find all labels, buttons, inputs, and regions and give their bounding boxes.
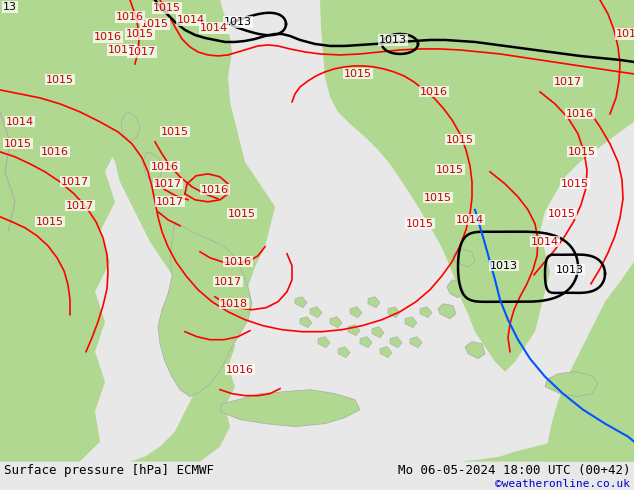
Text: 1014: 1014 (531, 237, 559, 247)
Text: 1017: 1017 (108, 45, 136, 55)
Text: 1016: 1016 (224, 257, 252, 267)
Text: 1017: 1017 (214, 277, 242, 287)
Text: 1017: 1017 (554, 77, 582, 87)
Text: 1015: 1015 (161, 127, 189, 137)
Polygon shape (320, 0, 634, 371)
Polygon shape (453, 249, 475, 267)
Text: 1015: 1015 (446, 135, 474, 145)
Text: 1016: 1016 (201, 185, 229, 195)
Polygon shape (447, 280, 464, 298)
Text: 1016: 1016 (151, 162, 179, 172)
Text: 1013: 1013 (490, 261, 518, 271)
Text: 1016: 1016 (41, 147, 69, 157)
Polygon shape (390, 337, 402, 348)
Polygon shape (438, 304, 456, 318)
Text: 1015: 1015 (141, 19, 169, 29)
Text: 1015: 1015 (126, 29, 154, 39)
Text: 1014: 1014 (177, 15, 205, 25)
Polygon shape (360, 337, 372, 348)
Text: 1017: 1017 (154, 179, 182, 189)
Text: 1017: 1017 (128, 47, 156, 57)
Polygon shape (372, 327, 384, 338)
Polygon shape (348, 325, 360, 336)
Polygon shape (295, 297, 307, 308)
Text: 1014: 1014 (6, 117, 34, 127)
Text: 1017: 1017 (61, 177, 89, 187)
Polygon shape (440, 412, 634, 462)
Polygon shape (310, 307, 322, 318)
Text: 1015: 1015 (568, 147, 596, 157)
Text: 13: 13 (3, 2, 17, 12)
Text: 1016: 1016 (420, 87, 448, 97)
Polygon shape (545, 371, 598, 396)
Polygon shape (338, 347, 350, 358)
Text: 1016: 1016 (226, 365, 254, 375)
Text: 1015: 1015 (153, 3, 181, 13)
Polygon shape (405, 317, 417, 328)
Polygon shape (0, 0, 275, 462)
Text: 1013: 1013 (224, 17, 252, 27)
Polygon shape (388, 307, 400, 318)
Text: 1013: 1013 (556, 265, 584, 275)
Text: 1015: 1015 (228, 209, 256, 219)
Text: 1016: 1016 (116, 12, 144, 22)
Polygon shape (0, 0, 130, 462)
Text: 1015: 1015 (548, 209, 576, 219)
Text: 1015: 1015 (436, 165, 464, 175)
Text: 1017: 1017 (66, 201, 94, 211)
Polygon shape (380, 347, 392, 358)
Polygon shape (465, 342, 485, 359)
Text: 1014: 1014 (200, 23, 228, 33)
Text: 1014: 1014 (456, 215, 484, 225)
Text: 1017: 1017 (616, 29, 634, 39)
Polygon shape (330, 317, 342, 328)
Polygon shape (158, 222, 252, 396)
Text: 1018: 1018 (220, 299, 248, 309)
Text: 1016: 1016 (566, 109, 594, 119)
Text: 1015: 1015 (4, 139, 32, 149)
Polygon shape (350, 307, 362, 318)
Polygon shape (410, 337, 422, 348)
Text: 1015: 1015 (344, 69, 372, 79)
Text: 1015: 1015 (424, 193, 452, 203)
Text: 1015: 1015 (561, 179, 589, 189)
Text: ©weatheronline.co.uk: ©weatheronline.co.uk (495, 479, 630, 489)
Text: Mo 06-05-2024 18:00 UTC (00+42): Mo 06-05-2024 18:00 UTC (00+42) (398, 464, 630, 477)
Polygon shape (143, 152, 163, 182)
Polygon shape (368, 297, 380, 308)
Text: 1013: 1013 (379, 35, 407, 45)
Polygon shape (220, 390, 360, 427)
Text: 1017: 1017 (156, 197, 184, 207)
Polygon shape (420, 307, 432, 318)
Text: Surface pressure [hPa] ECMWF: Surface pressure [hPa] ECMWF (4, 464, 214, 477)
Text: 1015: 1015 (46, 75, 74, 85)
Polygon shape (300, 317, 312, 328)
Text: 1015: 1015 (36, 217, 64, 227)
Polygon shape (121, 112, 140, 142)
Text: 1015: 1015 (406, 219, 434, 229)
Polygon shape (545, 262, 634, 462)
Polygon shape (318, 337, 330, 348)
Text: 1016: 1016 (94, 32, 122, 42)
